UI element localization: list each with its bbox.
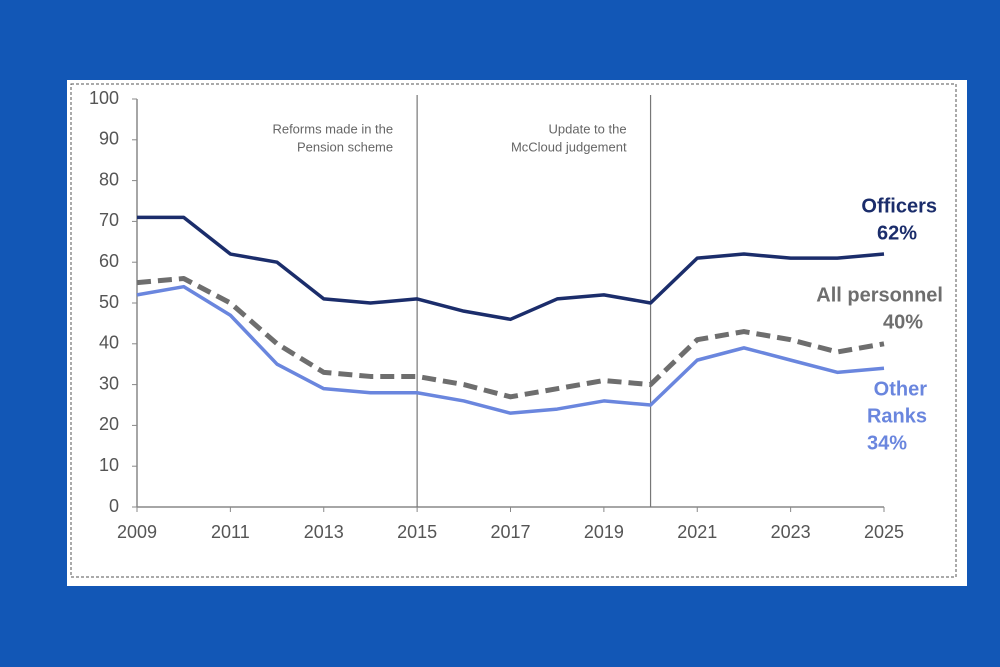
y-tick-label: 20 [99, 414, 119, 434]
y-tick-label: 60 [99, 251, 119, 271]
end-value-label: 62% [877, 222, 917, 244]
end-value-label: 34% [867, 432, 907, 454]
x-tick-label: 2019 [584, 522, 624, 542]
x-tick-label: 2025 [864, 522, 904, 542]
annotation-text: Reforms made in the [272, 121, 393, 136]
y-tick-label: 70 [99, 210, 119, 230]
end-value-label: 40% [883, 311, 923, 333]
y-tick-label: 50 [99, 292, 119, 312]
series-line [137, 215, 885, 322]
y-tick-label: 80 [99, 169, 119, 189]
y-tick-label: 0 [109, 496, 119, 516]
y-tick-label: 40 [99, 333, 119, 353]
panel-border [70, 83, 957, 578]
annotation-text: Pension scheme [297, 139, 393, 154]
x-tick-label: 2011 [211, 522, 250, 542]
series-line [136, 284, 885, 415]
annotation-text: Update to the [549, 121, 627, 136]
y-tick-label: 90 [99, 129, 119, 149]
panel [67, 80, 967, 586]
series-line [136, 276, 885, 400]
series-label: Ranks [867, 405, 927, 427]
series-label: All personnel [816, 284, 943, 306]
y-tick-label: 100 [89, 88, 119, 108]
x-tick-label: 2009 [117, 522, 157, 542]
x-tick-label: 2013 [304, 522, 344, 542]
x-tick-label: 2021 [677, 522, 717, 542]
x-tick-label: 2023 [771, 522, 811, 542]
series-label: Officers [861, 195, 937, 217]
y-tick-label: 30 [99, 373, 119, 393]
y-tick-label: 10 [99, 455, 119, 475]
annotation-text: McCloud judgement [511, 139, 627, 154]
x-tick-label: 2015 [397, 522, 437, 542]
series-label: Other [874, 378, 928, 400]
x-tick-label: 2017 [490, 522, 530, 542]
